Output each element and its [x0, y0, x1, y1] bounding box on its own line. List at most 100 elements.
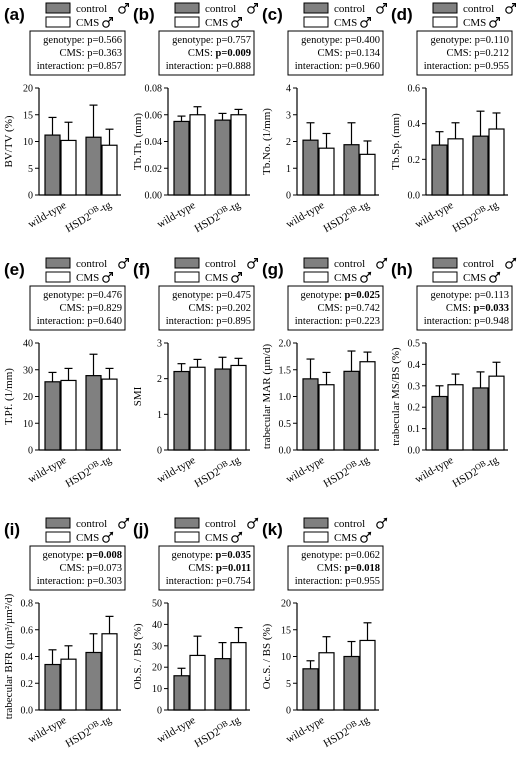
stats-term: interaction: [37, 61, 87, 72]
x-category-label: HSD2OB-tg [449, 197, 501, 235]
y-tick-label: 0.5 [279, 419, 292, 430]
legend-cms-swatch [45, 531, 71, 543]
y-tick-label: 0 [286, 706, 291, 717]
x-category-label: HSD2OB-tg [191, 452, 243, 490]
y-tick-label: 0.5 [408, 339, 421, 350]
y-tick-label: 0.00 [145, 191, 163, 202]
y-tick-label: 3 [157, 339, 162, 350]
y-tick-label: 0.08 [145, 84, 163, 95]
y-tick-label: 1.5 [279, 365, 292, 376]
legend-control-swatch [174, 2, 200, 14]
y-tick-label: 0 [286, 191, 291, 202]
legend-cms-swatch [432, 16, 458, 28]
female-symbol-icon [376, 257, 388, 269]
y-axis-label: SMI [132, 386, 144, 406]
legend-cms-label: CMS [205, 272, 228, 284]
stats-line: interaction: p=0.955 [424, 61, 509, 72]
stats-p-value: p=0.035 [216, 550, 251, 561]
bar-control [44, 381, 61, 451]
stats-p-value: p=0.062 [345, 550, 380, 561]
y-tick-label: 0.4 [408, 360, 421, 371]
y-tick-label: 50 [152, 599, 162, 610]
stats-line: genotype: p=0.400 [301, 35, 380, 46]
legend-control-swatch [432, 2, 458, 14]
stats-box [29, 285, 126, 331]
bar-control [343, 655, 360, 711]
bar-cms [488, 375, 505, 451]
y-tick-label: 10 [23, 419, 33, 430]
x-category-label: wild-type [155, 714, 198, 746]
y-tick-label: 2.0 [279, 339, 292, 350]
stats-line: CMS: p=0.212 [446, 48, 509, 59]
legend-control-label: control [334, 3, 365, 15]
legend-control-label: control [205, 258, 236, 270]
bar-cms [189, 654, 206, 711]
legend-control-label: control [205, 518, 236, 530]
stats-line: interaction: p=0.640 [37, 316, 122, 327]
stats-line: genotype: p=0.566 [43, 35, 122, 46]
legend-control-swatch [45, 517, 71, 529]
stats-line: genotype: p=0.113 [431, 290, 509, 301]
y-tick-label: 1.0 [279, 392, 292, 403]
stats-term: interaction: [295, 61, 345, 72]
male-symbol-icon [118, 2, 129, 14]
legend-cms-swatch [303, 16, 329, 28]
stats-p-value: p=0.009 [216, 48, 251, 59]
stats-term: CMS: [188, 303, 216, 314]
x-category-label: wild-type [155, 454, 198, 486]
stats-p-value: p=0.033 [474, 303, 509, 314]
y-axis-label: Tb.Th. (mm) [132, 113, 144, 170]
bar-cms [189, 366, 206, 451]
stats-line: CMS: p=0.011 [188, 563, 251, 574]
stats-p-value: p=0.134 [345, 48, 381, 59]
stats-term: genotype: [301, 550, 345, 561]
bar-cms [60, 658, 77, 711]
y-tick-label: 0 [28, 446, 33, 457]
x-category-label: HSD2OB-tg [62, 197, 114, 235]
y-tick-label: 0.06 [145, 110, 163, 121]
stats-line: genotype: p=0.110 [431, 35, 509, 46]
stats-line: CMS: p=0.009 [188, 48, 251, 59]
stats-line: CMS: p=0.134 [317, 48, 380, 59]
stats-term: CMS: [446, 303, 474, 314]
y-tick-label: 10 [281, 652, 291, 663]
y-tick-label: 0.0 [279, 446, 292, 457]
y-tick-label: 2 [286, 137, 291, 148]
legend-cms-label: CMS [76, 532, 99, 544]
legend-cms-label: CMS [205, 17, 228, 29]
legend-control-swatch [174, 257, 200, 269]
male-symbol-icon [118, 258, 129, 269]
stats-term: CMS: [188, 563, 216, 574]
female-symbol-icon [376, 517, 388, 529]
stats-box [287, 545, 384, 591]
female-symbol-icon [489, 271, 501, 283]
stats-term: interaction: [37, 316, 87, 327]
stats-line: genotype: p=0.757 [172, 35, 251, 46]
stats-p-value: p=0.640 [87, 316, 122, 327]
stats-p-value: p=0.025 [345, 290, 380, 301]
panel-label: (f) [133, 260, 150, 279]
legend-cms-label: CMS [334, 17, 357, 29]
stats-term: CMS: [188, 48, 216, 59]
y-tick-label: 0.04 [145, 137, 163, 148]
stats-term: genotype: [431, 290, 475, 301]
stats-term: genotype: [301, 35, 345, 46]
stats-box [158, 285, 255, 331]
bar-cms [447, 384, 464, 451]
x-category-label: wild-type [26, 199, 69, 231]
stats-line: CMS: p=0.363 [59, 48, 122, 59]
male-symbol-icon [247, 258, 258, 269]
stats-line: interaction: p=0.960 [295, 61, 380, 72]
x-category-label: wild-type [413, 199, 456, 231]
y-tick-label: 0 [157, 446, 162, 457]
male-symbol-icon [376, 2, 387, 14]
bar-cms [189, 114, 206, 196]
stats-line: interaction: p=0.895 [166, 316, 251, 327]
